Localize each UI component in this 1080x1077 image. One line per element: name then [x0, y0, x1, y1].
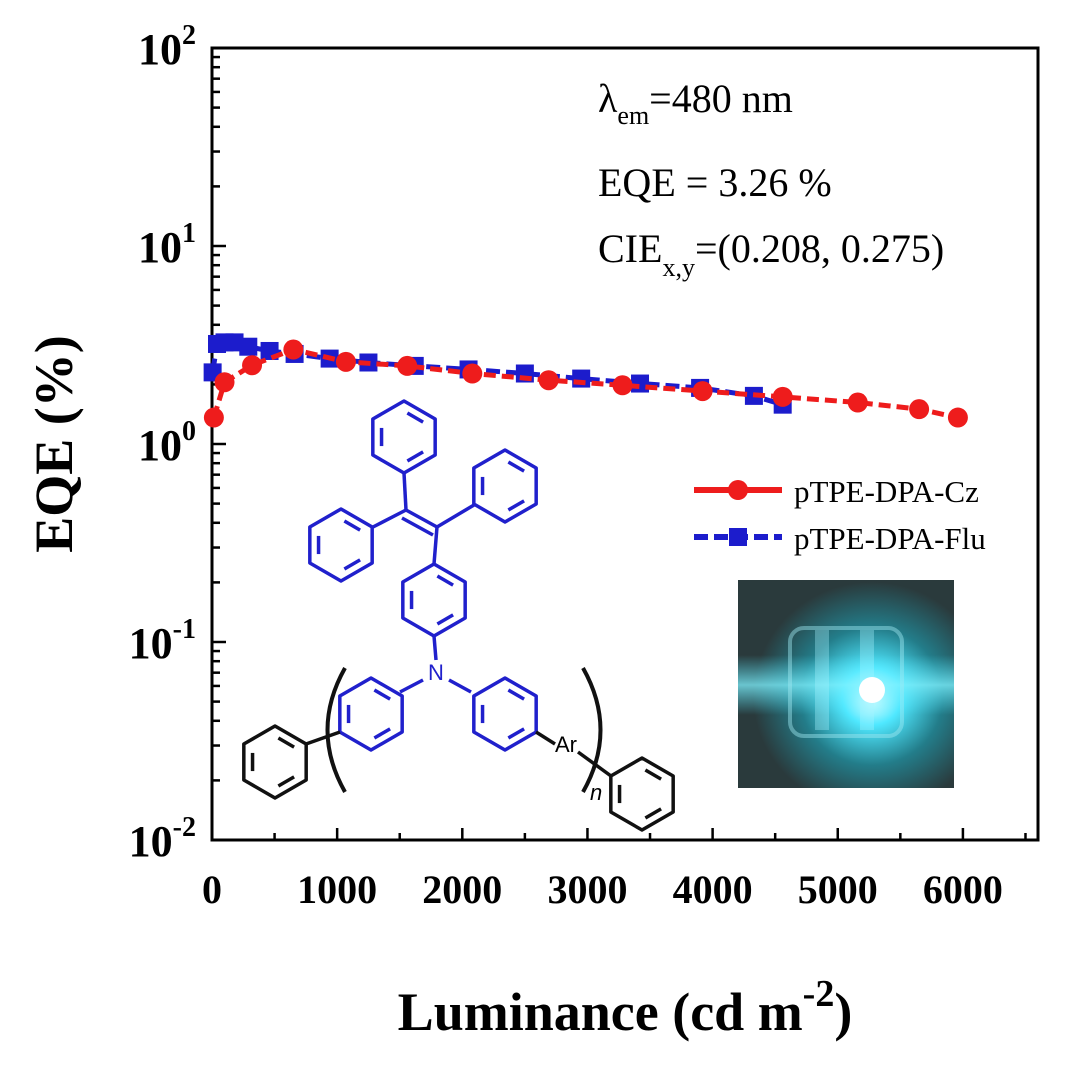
- molecule-bond: [399, 678, 424, 694]
- molecule-ring-top-double-bond: [406, 450, 424, 463]
- molecule-ring-middle-double-bond: [436, 574, 454, 587]
- y-tick-label: 101: [138, 218, 196, 272]
- y-tick-label: 100: [138, 416, 196, 470]
- molecule-ring-end-right-double-bond: [644, 807, 662, 820]
- data-point-pTPE-DPA-Cz: [283, 339, 304, 360]
- data-point-pTPE-DPA-Cz: [772, 386, 793, 407]
- molecule-ring-end-left-double-bond: [277, 736, 295, 749]
- x-axis-title: Luminance (cd m-2): [398, 973, 853, 1042]
- molecule-ring-middle-double-bond: [436, 613, 454, 626]
- molecule-ring-n-left-double-bond: [373, 727, 391, 740]
- data-point-pTPE-DPA-Flu: [631, 374, 650, 393]
- x-tick-label: 4000: [673, 867, 753, 912]
- legend: pTPE-DPA-Cz pTPE-DPA-Flu: [694, 474, 986, 556]
- y-tick-label: 102: [138, 20, 196, 74]
- molecule-bracket-left: [325, 667, 347, 793]
- legend-marker-flu: [729, 528, 747, 546]
- legend-entry-flu: pTPE-DPA-Flu: [694, 521, 986, 556]
- x-tick-label: 0: [202, 867, 222, 912]
- y-tick-labels: 102 101 100 10-1 10-2: [129, 20, 196, 866]
- molecule-ring-n-left-double-bond: [373, 688, 391, 701]
- molecule-bond: [305, 730, 341, 746]
- molecule-ethylene-bond: [405, 508, 438, 529]
- series-layer: [203, 333, 968, 428]
- molecule-bond: [432, 526, 439, 565]
- data-point-pTPE-DPA-Cz: [538, 370, 559, 391]
- annotation-block: λem=480 nm EQE = 3.26 % CIEx,y=(0.208, 0…: [598, 76, 944, 282]
- data-point-pTPE-DPA-Cz: [612, 375, 633, 396]
- photo-emission-spot: [859, 677, 885, 703]
- axis-ticks: [210, 46, 1027, 842]
- annotation-lambda: λem=480 nm: [598, 76, 793, 130]
- molecule-ethylene-bond: [401, 516, 434, 537]
- molecule-ring-top-double-bond: [406, 411, 424, 424]
- molecule-ring-left: [308, 507, 374, 583]
- data-point-pTPE-DPA-Cz: [214, 372, 235, 393]
- molecule-ring-n-right-double-bond: [507, 727, 525, 740]
- x-tick-label: 2000: [422, 867, 502, 912]
- annotation-cie: CIEx,y=(0.208, 0.275): [598, 226, 944, 282]
- molecule-ring-n-right-double-bond: [507, 688, 525, 701]
- molecule-structure: N Arn: [242, 399, 675, 832]
- molecule-bond: [432, 635, 438, 661]
- photo-electrode-1: [815, 630, 829, 730]
- molecule-bond: [436, 503, 475, 529]
- molecule-ring-top-right-double-bond: [507, 499, 525, 512]
- device-photo-inset: [738, 580, 954, 788]
- data-point-pTPE-DPA-Cz: [462, 363, 483, 384]
- molecule-n-label: n: [590, 780, 602, 805]
- data-point-pTPE-DPA-Cz: [242, 355, 263, 376]
- data-point-pTPE-DPA-Cz: [692, 381, 713, 402]
- data-point-pTPE-DPA-Cz: [909, 399, 930, 420]
- molecule-ring-top-right: [472, 448, 538, 524]
- photo-substrate-outline: [788, 626, 904, 738]
- data-point-pTPE-DPA-Cz: [397, 355, 418, 376]
- molecule-ring-left-double-bond: [343, 519, 361, 532]
- legend-label-cz: pTPE-DPA-Cz: [794, 474, 979, 509]
- molecule-ring-end-right-double-bond: [644, 768, 662, 781]
- data-point-pTPE-DPA-Cz: [335, 351, 356, 372]
- y-axis-title: EQE (%): [24, 335, 84, 553]
- x-tick-label: 6000: [923, 867, 1003, 912]
- molecule-ring-top-right-double-bond: [507, 460, 525, 473]
- legend-entry-cz: pTPE-DPA-Cz: [694, 474, 979, 509]
- legend-label-flu: pTPE-DPA-Flu: [794, 521, 986, 556]
- x-tick-label: 1000: [297, 867, 377, 912]
- data-point-pTPE-DPA-Cz: [203, 407, 224, 428]
- y-tick-label: 10-2: [129, 812, 196, 866]
- molecule-ar-label: Ar: [555, 732, 577, 757]
- molecule-ring-n-left: [338, 676, 404, 752]
- data-point-pTPE-DPA-Cz: [847, 392, 868, 413]
- photo-light-band: [738, 655, 954, 715]
- molecule-bracket-right: [581, 667, 603, 793]
- legend-marker-cz: [728, 480, 748, 500]
- molecule-nitrogen-label: N: [428, 660, 444, 685]
- annotation-eqe: EQE = 3.26 %: [598, 160, 832, 205]
- x-tick-label: 5000: [798, 867, 878, 912]
- x-tick-labels: 0 1000 2000 3000 4000 5000 6000: [202, 867, 1003, 912]
- data-point-pTPE-DPA-Cz: [947, 407, 968, 428]
- molecule-bond: [448, 678, 472, 694]
- y-tick-label: 10-1: [129, 614, 196, 668]
- molecule-bond: [402, 472, 408, 511]
- molecule-ring-end-left-double-bond: [277, 775, 295, 788]
- molecule-ring-n-right: [472, 676, 538, 752]
- x-tick-label: 3000: [547, 867, 627, 912]
- data-point-pTPE-DPA-Flu: [225, 333, 244, 352]
- molecule-bond: [535, 730, 556, 746]
- molecule-ring-left-double-bond: [343, 558, 361, 571]
- data-point-pTPE-DPA-Flu: [239, 337, 258, 356]
- molecule-bond: [372, 508, 407, 529]
